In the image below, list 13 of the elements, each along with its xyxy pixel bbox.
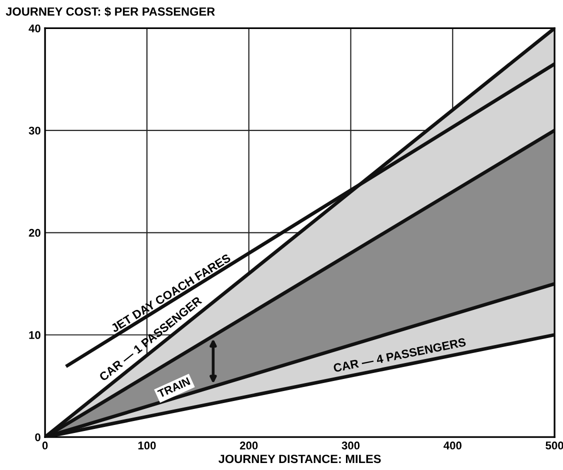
x-tick-label: 0	[42, 442, 48, 450]
x-tick-label: 200	[240, 442, 258, 450]
y-tick-label: 30	[28, 126, 40, 135]
y-tick-label: 0	[35, 433, 40, 442]
y-axis-title: JOURNEY COST: $ PER PASSENGER	[6, 6, 215, 16]
x-tick-label: 100	[138, 442, 156, 450]
y-tick-label: 20	[28, 228, 40, 237]
x-tick-label: 300	[342, 442, 360, 450]
y-tick-label: 40	[28, 24, 40, 32]
x-tick-label: 500	[546, 442, 563, 450]
y-tick-label: 10	[29, 331, 40, 340]
x-axis-title: JOURNEY DISTANCE: MILES	[218, 454, 381, 464]
x-tick-label: 400	[444, 442, 462, 450]
